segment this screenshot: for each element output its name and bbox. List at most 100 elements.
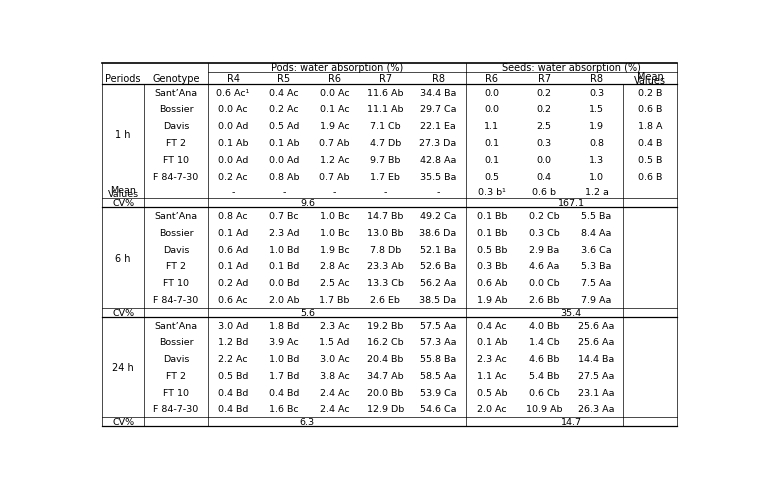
Text: Values: Values — [634, 76, 666, 86]
Text: -: - — [384, 187, 387, 197]
Text: 0.2: 0.2 — [537, 105, 552, 114]
Text: 22.1 Ea: 22.1 Ea — [420, 122, 456, 131]
Text: 23.3 Ab: 23.3 Ab — [367, 262, 404, 271]
Text: 1.9 Ac: 1.9 Ac — [320, 122, 350, 131]
Text: 5.5 Ba: 5.5 Ba — [581, 212, 612, 221]
Text: 0.1: 0.1 — [484, 139, 499, 148]
Text: 12.9 Db: 12.9 Db — [366, 405, 404, 413]
Text: 0.4 Ac: 0.4 Ac — [269, 89, 299, 97]
Text: Mean: Mean — [637, 72, 663, 82]
Text: 38.6 Da: 38.6 Da — [420, 228, 457, 237]
Text: 6.3: 6.3 — [300, 417, 315, 426]
Text: 0.1: 0.1 — [484, 155, 499, 165]
Text: 0.6 Ad: 0.6 Ad — [218, 245, 249, 254]
Text: 6 h: 6 h — [116, 253, 131, 263]
Text: -: - — [282, 187, 286, 197]
Text: Davis: Davis — [163, 122, 189, 131]
Text: 57.5 Aa: 57.5 Aa — [420, 321, 456, 330]
Text: F 84-7-30: F 84-7-30 — [154, 405, 198, 413]
Text: 0.0 Ad: 0.0 Ad — [268, 155, 299, 165]
Text: 19.2 Bb: 19.2 Bb — [367, 321, 404, 330]
Text: 0.2 Ac: 0.2 Ac — [218, 172, 248, 181]
Text: 3.0 Ad: 3.0 Ad — [218, 321, 249, 330]
Text: 1.0 Bc: 1.0 Bc — [320, 228, 350, 237]
Text: 52.6 Ba: 52.6 Ba — [420, 262, 456, 271]
Text: 1.7 Eb: 1.7 Eb — [370, 172, 401, 181]
Text: R4: R4 — [226, 74, 239, 84]
Text: F 84-7-30: F 84-7-30 — [154, 172, 198, 181]
Text: 0.4: 0.4 — [537, 172, 552, 181]
Text: 14.4 Ba: 14.4 Ba — [578, 354, 615, 363]
Text: 7.1 Cb: 7.1 Cb — [370, 122, 401, 131]
Text: 42.8 Aa: 42.8 Aa — [420, 155, 456, 165]
Text: 56.2 Aa: 56.2 Aa — [420, 279, 456, 287]
Text: 58.5 Aa: 58.5 Aa — [420, 371, 456, 380]
Text: 0.5 Ab: 0.5 Ab — [477, 388, 507, 397]
Text: R7: R7 — [537, 74, 551, 84]
Text: 0.1 Ab: 0.1 Ab — [268, 139, 299, 148]
Text: Bossier: Bossier — [159, 228, 193, 237]
Text: 0.3 b¹: 0.3 b¹ — [478, 187, 505, 197]
Text: 1.0 Bc: 1.0 Bc — [320, 212, 350, 221]
Text: 3.0 Ac: 3.0 Ac — [320, 354, 350, 363]
Text: 0.6 B: 0.6 B — [638, 105, 662, 114]
Text: 0.7 Ab: 0.7 Ab — [319, 172, 350, 181]
Text: 5.4 Bb: 5.4 Bb — [529, 371, 559, 380]
Text: 4.6 Aa: 4.6 Aa — [529, 262, 559, 271]
Text: 0.7 Bc: 0.7 Bc — [269, 212, 299, 221]
Text: 0.6 Ac¹: 0.6 Ac¹ — [217, 89, 250, 97]
Text: 16.2 Cb: 16.2 Cb — [367, 338, 404, 347]
Text: 0.0 Cb: 0.0 Cb — [529, 279, 559, 287]
Text: Bossier: Bossier — [159, 105, 193, 114]
Text: 20.4 Bb: 20.4 Bb — [367, 354, 404, 363]
Text: CV%: CV% — [112, 308, 135, 317]
Text: 35.4: 35.4 — [561, 308, 582, 317]
Text: 0.0 Ad: 0.0 Ad — [218, 155, 249, 165]
Text: 0.4 Bd: 0.4 Bd — [268, 388, 299, 397]
Text: 0.6 Cb: 0.6 Cb — [529, 388, 559, 397]
Text: 0.4 Bd: 0.4 Bd — [218, 388, 249, 397]
Text: 2.4 Ac: 2.4 Ac — [320, 388, 350, 397]
Text: 2.6 Bb: 2.6 Bb — [529, 295, 559, 304]
Text: 1.6 Bc: 1.6 Bc — [269, 405, 299, 413]
Text: Genotype: Genotype — [152, 74, 200, 84]
Text: 0.4 Ac: 0.4 Ac — [477, 321, 507, 330]
Text: -: - — [333, 187, 336, 197]
Text: 2.6 Eb: 2.6 Eb — [370, 295, 401, 304]
Text: 0.2 Ad: 0.2 Ad — [218, 279, 249, 287]
Text: 2.3 Ac: 2.3 Ac — [320, 321, 350, 330]
Text: 0.4 Bd: 0.4 Bd — [218, 405, 249, 413]
Text: 13.3 Cb: 13.3 Cb — [367, 279, 404, 287]
Text: 49.2 Ca: 49.2 Ca — [420, 212, 456, 221]
Text: 0.3 Cb: 0.3 Cb — [529, 228, 559, 237]
Text: 1.2 Ac: 1.2 Ac — [320, 155, 350, 165]
Text: 1.7 Bd: 1.7 Bd — [268, 371, 299, 380]
Text: 1.9: 1.9 — [589, 122, 604, 131]
Text: Sant’Ana: Sant’Ana — [154, 321, 198, 330]
Text: 11.1 Ab: 11.1 Ab — [367, 105, 404, 114]
Text: 1.1 Ac: 1.1 Ac — [477, 371, 507, 380]
Text: 34.7 Ab: 34.7 Ab — [367, 371, 404, 380]
Text: 0.1 Ab: 0.1 Ab — [218, 139, 249, 148]
Text: 11.6 Ab: 11.6 Ab — [367, 89, 404, 97]
Text: 0.1 Bb: 0.1 Bb — [477, 212, 507, 221]
Text: 24 h: 24 h — [112, 362, 134, 372]
Text: R7: R7 — [378, 74, 392, 84]
Text: R8: R8 — [590, 74, 603, 84]
Text: 2.2 Ac: 2.2 Ac — [218, 354, 248, 363]
Text: 1.8 Bd: 1.8 Bd — [268, 321, 299, 330]
Text: 0.5 Bd: 0.5 Bd — [218, 371, 249, 380]
Text: 0.1 Ab: 0.1 Ab — [477, 338, 507, 347]
Text: 1.3: 1.3 — [589, 155, 604, 165]
Text: Periods: Periods — [106, 74, 141, 84]
Text: 1.5 Ad: 1.5 Ad — [319, 338, 350, 347]
Text: 52.1 Ba: 52.1 Ba — [420, 245, 456, 254]
Text: 25.6 Aa: 25.6 Aa — [578, 321, 615, 330]
Text: 0.6 B: 0.6 B — [638, 172, 662, 181]
Text: 2.5 Ac: 2.5 Ac — [320, 279, 350, 287]
Text: 2.0 Ac: 2.0 Ac — [477, 405, 507, 413]
Text: 1.5: 1.5 — [589, 105, 604, 114]
Text: Davis: Davis — [163, 245, 189, 254]
Text: 0.2 Cb: 0.2 Cb — [529, 212, 559, 221]
Text: 0.0: 0.0 — [537, 155, 552, 165]
